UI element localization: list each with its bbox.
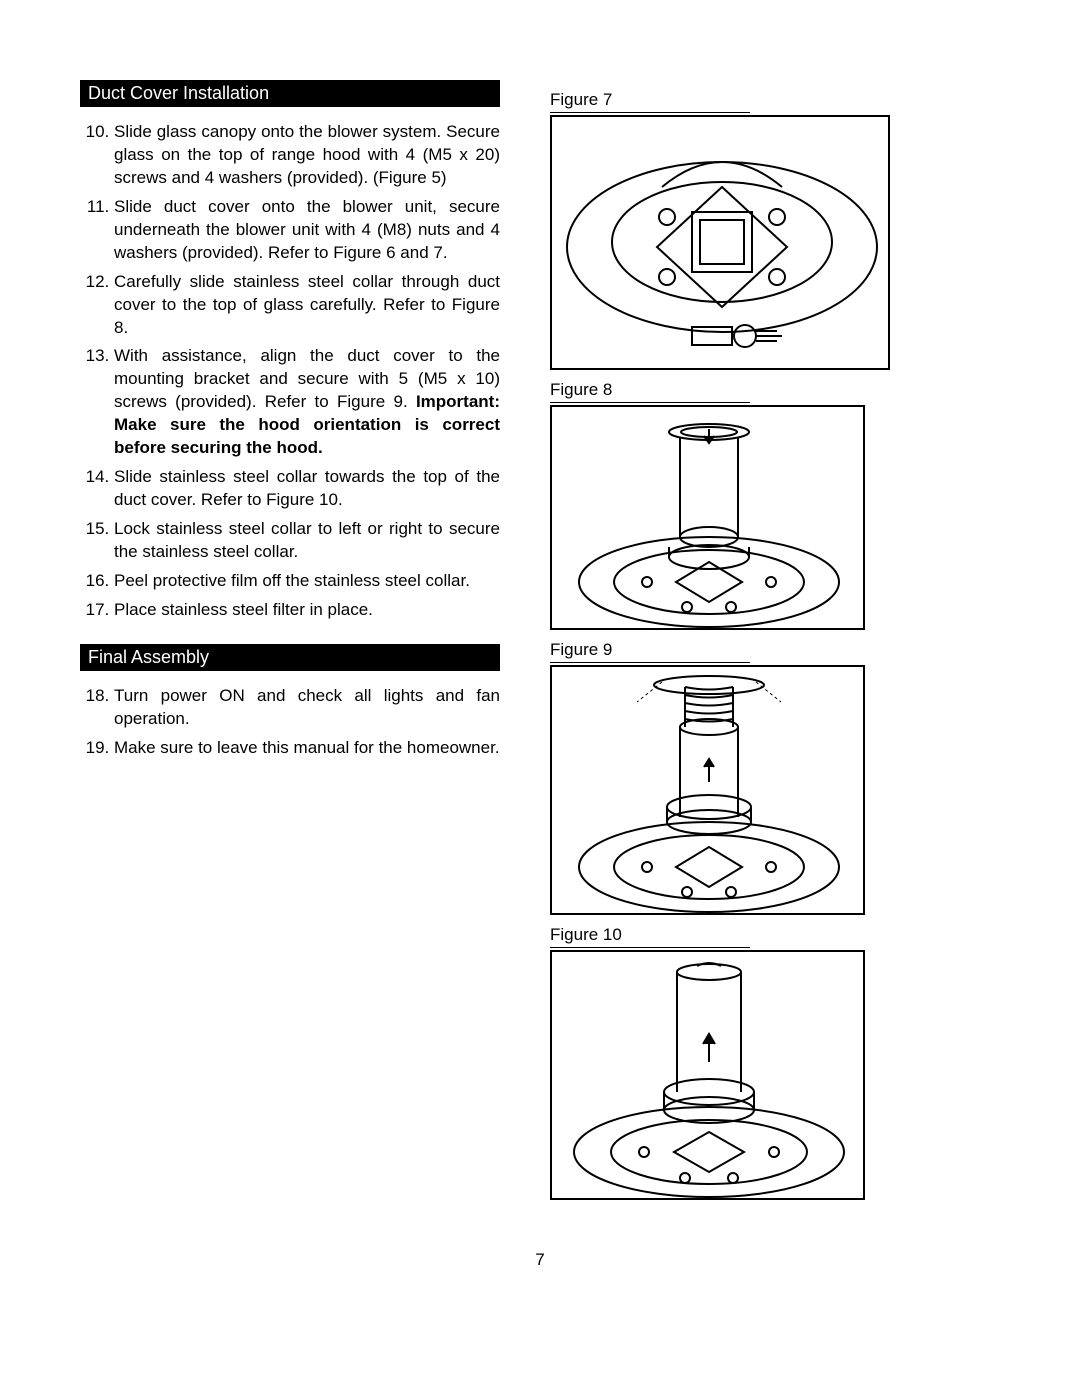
step-item: Slide stainless steel collar towards the… xyxy=(114,466,500,512)
step-item: With assistance, align the duct cover to… xyxy=(114,345,500,460)
step-item: Make sure to leave this manual for the h… xyxy=(114,737,500,760)
step-item: Peel protective film off the stainless s… xyxy=(114,570,500,593)
figure-9-diagram xyxy=(550,665,865,915)
step-item: Carefully slide stainless steel collar t… xyxy=(114,271,500,340)
final-steps-list: Turn power ON and check all lights and f… xyxy=(80,685,500,760)
figure-7-label: Figure 7 xyxy=(550,90,750,113)
page-number: 7 xyxy=(80,1250,1000,1270)
step-item: Place stainless steel filter in place. xyxy=(114,599,500,622)
figure-8-diagram xyxy=(550,405,865,630)
step-item: Slide duct cover onto the blower unit, s… xyxy=(114,196,500,265)
step-item: Slide glass canopy onto the blower syste… xyxy=(114,121,500,190)
figure-7-diagram xyxy=(550,115,890,370)
figure-10-diagram xyxy=(550,950,865,1200)
figure-9-label: Figure 9 xyxy=(550,640,750,663)
duct-steps-list: Slide glass canopy onto the blower syste… xyxy=(80,121,500,622)
section-header-duct: Duct Cover Installation xyxy=(80,80,500,107)
step-item: Lock stainless steel collar to left or r… xyxy=(114,518,500,564)
figure-10-label: Figure 10 xyxy=(550,925,750,948)
left-column: Duct Cover Installation Slide glass cano… xyxy=(80,80,500,1210)
step-item: Turn power ON and check all lights and f… xyxy=(114,685,500,731)
figure-8-label: Figure 8 xyxy=(550,380,750,403)
section-header-final: Final Assembly xyxy=(80,644,500,671)
right-column: Figure 7 xyxy=(550,80,1000,1210)
